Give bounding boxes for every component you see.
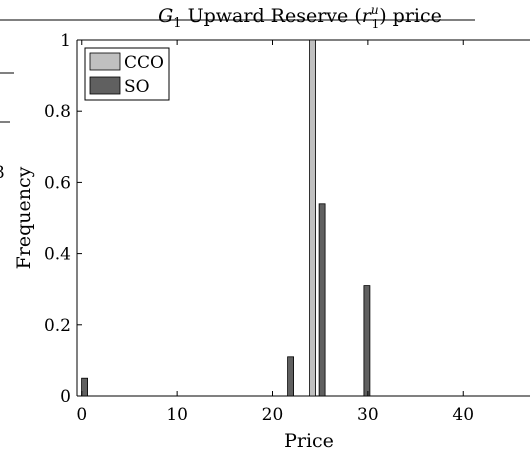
bars-group [81,39,371,397]
y-tick-label: 0.4 [44,245,71,265]
legend-swatch-cco [89,52,121,71]
adjacent-panel-glyph: ) [0,262,1,282]
adjacent-panel-glyph: ) [0,213,1,233]
adjacent-panel-glyph: ) [0,328,1,348]
x-tick-label: 40 [452,405,474,425]
bar-so-2 [318,203,326,397]
adjacent-panel-glyph: ) [0,196,1,216]
x-tick-label: 20 [262,405,284,425]
legend-label-cco: CCO [124,53,164,73]
adjacent-panel-glyph: ) [0,378,1,398]
adjacent-panel-glyph: ) [0,279,1,299]
y-tick-label: 0.2 [44,316,71,336]
adjacent-panel-glyph: ) [0,411,1,431]
x-tick-label: 10 [166,405,188,425]
y-tick-label: 0.6 [44,173,71,193]
adjacent-panel-glyph: ) [0,295,1,315]
adjacent-panel-edge: ))3))))))))))))))) [0,19,475,431]
x-ticks: 0 10 20 30 40 [76,40,474,425]
adjacent-panel-glyph: ) [0,147,1,167]
adjacent-panel-glyph: ) [0,345,1,365]
legend-label-so: SO [124,77,150,97]
plot-area [76,39,530,397]
y-tick-label: 0.8 [44,102,71,122]
x-tick-label: 30 [357,405,379,425]
bar-cco-0 [309,39,317,397]
bar-so-3 [363,285,371,397]
adjacent-panel-glyph: ) [0,180,1,200]
legend: CCO SO [84,47,170,101]
adjacent-panel-glyph: ) [0,394,1,414]
y-tick-label: 1 [60,31,71,51]
bar-so-1 [287,356,295,397]
adjacent-panel-glyph: ) [0,361,1,381]
y-ticks: 0 0.2 0.4 0.6 0.8 1 [44,31,82,407]
adjacent-panel-glyph: ) [0,246,1,266]
y-axis-label: Frequency [13,166,35,269]
adjacent-panel-glyph: ) [0,229,1,249]
chart-title: G1 Upward Reserve (ru 1) price [158,3,442,31]
x-tick-label: 0 [76,405,87,425]
bar-so-0 [81,377,88,397]
y-tick-label: 0 [60,387,71,407]
adjacent-panel-glyph: 3 [0,163,5,183]
x-axis-label: Price [284,430,334,452]
adjacent-panel-glyph: ) [0,130,1,150]
adjacent-panel-glyph: ) [0,312,1,332]
legend-swatch-so [89,76,121,95]
